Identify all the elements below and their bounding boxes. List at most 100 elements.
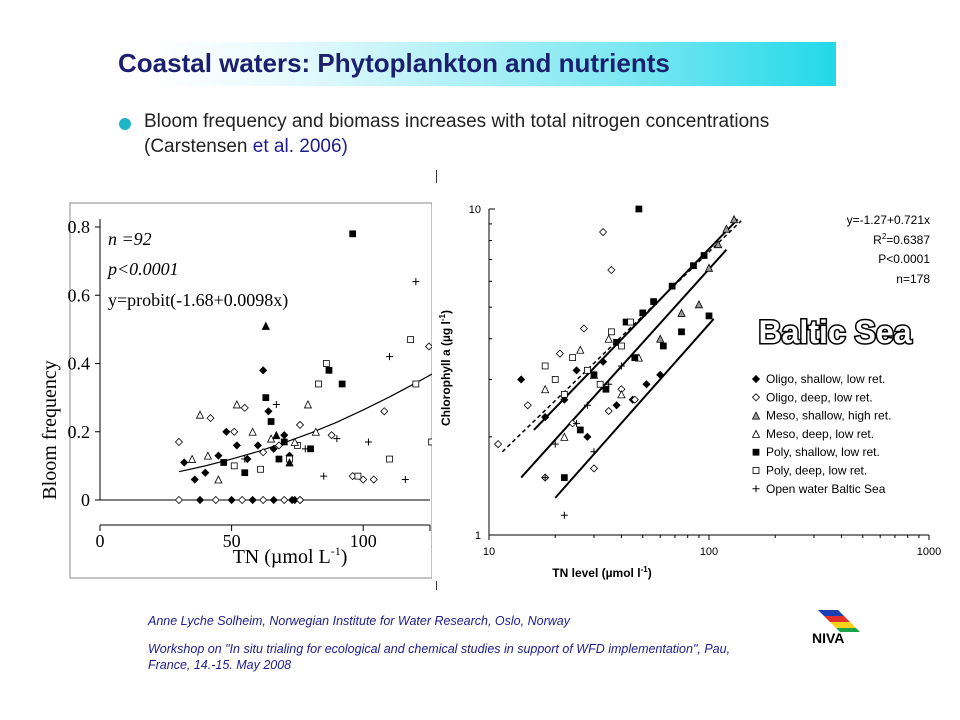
data-point: [354, 472, 362, 480]
data-point: [613, 338, 620, 346]
x-tick-label: 50: [223, 531, 241, 551]
data-point: [590, 371, 598, 379]
data-point: [259, 366, 268, 375]
data-point: [203, 451, 213, 460]
data-point: [678, 328, 685, 336]
data-point: [206, 414, 215, 423]
data-point: [541, 413, 550, 422]
data-point: [259, 495, 268, 505]
data-point: [555, 349, 564, 358]
data-point: [412, 380, 420, 388]
x-tick-label: 100: [350, 531, 377, 551]
data-point: [262, 394, 270, 401]
x-tick-label: 1: [430, 531, 432, 551]
data-point: [618, 342, 625, 350]
footer-author: Anne Lyche Solheim, Norwegian Institute …: [148, 614, 570, 628]
x-axis-label: TN (µmol L-1): [233, 544, 348, 568]
data-point: [261, 321, 270, 330]
data-point: [280, 495, 289, 505]
y-tick-label: 1: [475, 530, 481, 542]
x-tick-label: 0: [96, 531, 105, 551]
legend-label: Oligo, deep, low ret.: [766, 390, 873, 404]
data-point: [627, 318, 634, 326]
data-point: [253, 441, 262, 450]
legend-label: Open water Baltic Sea: [766, 482, 886, 496]
data-point: [599, 357, 608, 366]
x-tick-label: 10: [483, 546, 495, 558]
data-point: [190, 475, 199, 484]
data-point: [602, 385, 610, 393]
y-tick-label: 0: [81, 490, 90, 510]
stats-r2-value: =0.6387: [886, 233, 930, 247]
data-point: [174, 495, 184, 505]
data-point: [494, 440, 503, 449]
annotation-n: n =92: [108, 229, 152, 249]
data-point: [238, 495, 247, 505]
x-tick-label: 100: [700, 546, 718, 558]
data-point: [187, 454, 197, 463]
x-axis-label-sup: -1: [641, 565, 649, 574]
stats-n: n=178: [896, 272, 930, 286]
data-point: [201, 468, 210, 477]
data-point: [230, 427, 239, 436]
y-tick-label: 0.8: [68, 217, 91, 237]
data-point: [704, 263, 714, 272]
annotation-equation: y=probit(-1.68+0.0098x): [108, 290, 288, 311]
legend-label: Meso, deep, low ret.: [766, 427, 874, 441]
data-point: [576, 426, 584, 434]
y-tick-label: 0.4: [68, 354, 91, 374]
data-point: [560, 474, 568, 481]
data-point: [407, 336, 414, 343]
data-point: [560, 432, 569, 441]
data-point: [589, 464, 599, 473]
bullet-citation: et al. 2006): [252, 136, 348, 157]
data-point: [631, 354, 639, 362]
x-axis-label-close: ): [341, 546, 348, 568]
data-point: [266, 434, 276, 443]
data-point: [264, 407, 273, 416]
data-point: [315, 380, 322, 388]
data-point: [551, 376, 559, 383]
legend-label: Poly, deep, low ret.: [766, 464, 867, 478]
regression-line: [554, 318, 715, 499]
data-point: [668, 282, 676, 290]
data-point: [523, 401, 532, 410]
data-point: [386, 353, 394, 361]
data-point: [573, 419, 581, 427]
regression-line: [520, 249, 728, 479]
data-point: [551, 440, 559, 448]
data-point: [301, 445, 309, 453]
data-point: [541, 384, 550, 394]
y-axis-label: Chlorophyll a (µg l-1): [438, 310, 453, 426]
bloom-frequency-chart: 0 0.2 0.4 0.6 0.8 0 50 100 1 n =92 p<0.0001 y=pr…: [39, 202, 432, 579]
data-point: [295, 495, 305, 505]
data-point: [635, 205, 643, 213]
data-point: [630, 395, 639, 404]
y-axis-label-close: ): [439, 310, 453, 314]
data-point: [560, 391, 568, 398]
y-tick-label: 10: [469, 204, 481, 216]
data-point: [579, 324, 588, 333]
y-tick-label: 0.2: [68, 422, 91, 442]
data-point: [560, 395, 569, 404]
data-point: [267, 418, 275, 425]
data-point: [650, 298, 657, 305]
data-point: [327, 431, 336, 440]
baltic-sea-title: Baltic Sea: [759, 314, 912, 350]
stats-equation: y=-1.27+0.721x: [847, 213, 930, 227]
data-point: [412, 278, 420, 286]
data-point: [303, 400, 313, 409]
data-point: [338, 380, 346, 388]
data-point: [240, 403, 249, 412]
data-point: [259, 448, 268, 457]
svg-text:NIVA: NIVA: [812, 630, 844, 646]
data-point: [677, 308, 686, 317]
data-point: [560, 511, 568, 519]
data-point: [590, 448, 598, 456]
data-point: [722, 224, 731, 233]
x-axis-label: TN level (µmol l-1): [552, 565, 651, 580]
data-point: [583, 401, 591, 409]
data-point: [424, 342, 432, 351]
data-point: [248, 495, 257, 505]
